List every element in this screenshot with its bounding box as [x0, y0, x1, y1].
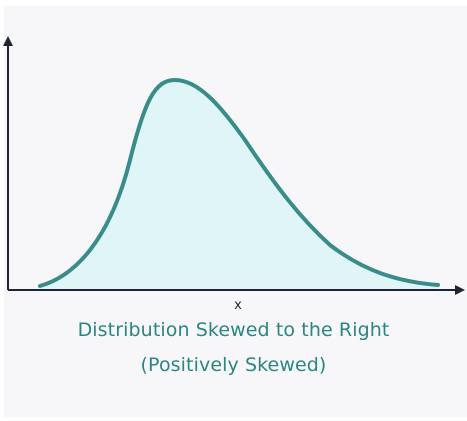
diagram-caption-subtitle: (Positively Skewed)	[140, 354, 327, 376]
diagram-caption-title: Distribution Skewed to the Right	[77, 319, 390, 341]
x-axis-arrow	[455, 285, 465, 295]
distribution-curve	[38, 78, 440, 288]
y-axis-arrow	[3, 36, 13, 46]
x-axis-label: x	[234, 298, 242, 313]
distribution-area	[40, 80, 438, 290]
